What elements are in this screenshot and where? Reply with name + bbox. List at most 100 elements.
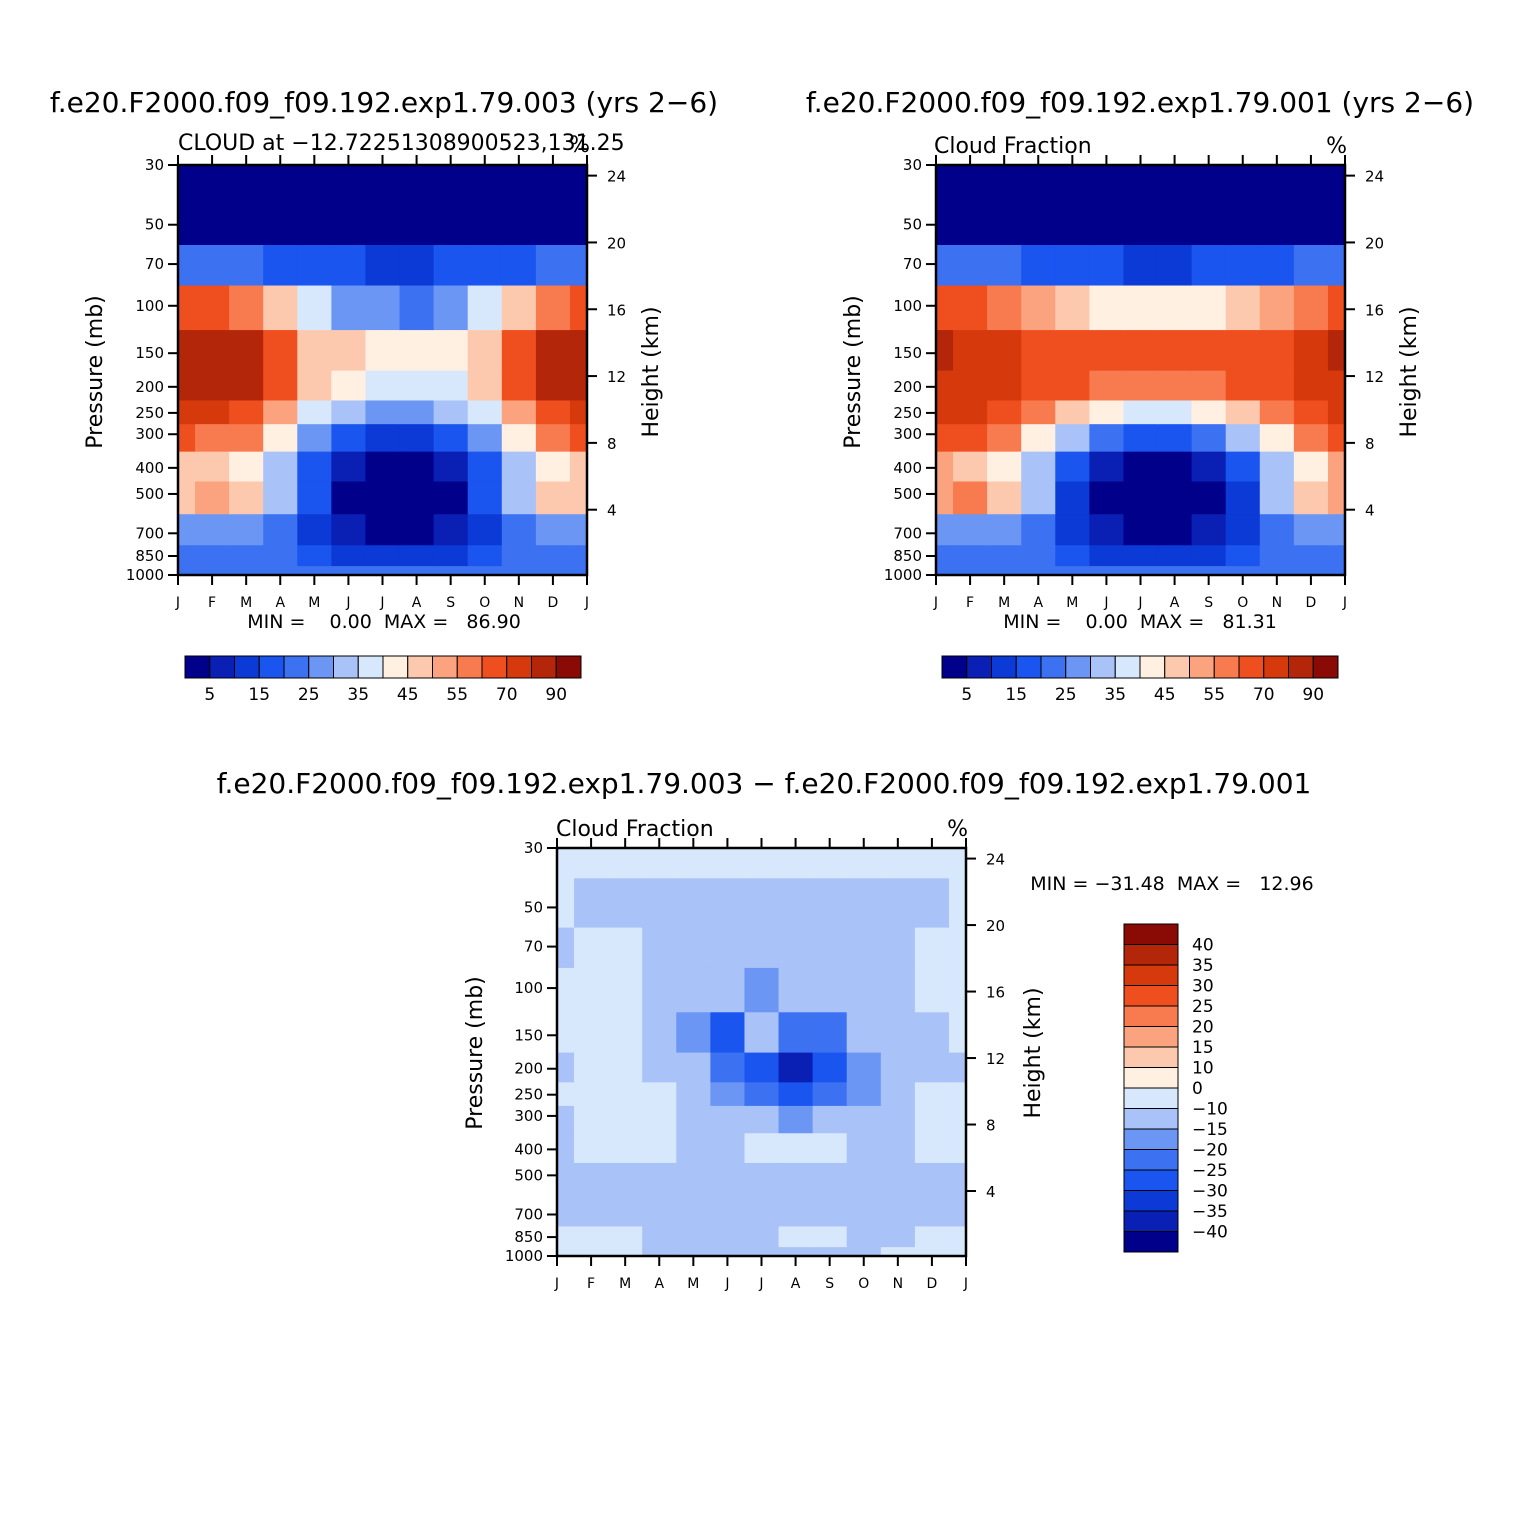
contour-cell (1089, 451, 1125, 482)
height-tick-label: 24 (986, 851, 1005, 869)
contour-cell (846, 1132, 882, 1163)
colorbar-swatch (506, 655, 532, 679)
y-axis-label-right: Height (km) (1397, 306, 1422, 437)
contour-cell (365, 329, 401, 371)
contour-cell (953, 370, 988, 401)
x-tick-label: D (927, 1276, 938, 1292)
contour-cell (676, 1225, 711, 1248)
contour-cell (778, 1052, 814, 1083)
contour-cell (574, 1162, 609, 1196)
colorbar-swatch (382, 655, 409, 679)
contour-cell (263, 451, 298, 482)
colorbar-swatch (1238, 655, 1265, 679)
y-tick-label: 70 (145, 255, 164, 273)
height-tick-label: 4 (986, 1183, 996, 1201)
contour-cell (642, 1011, 677, 1053)
contour-cell (297, 329, 332, 371)
contour-cell (948, 877, 967, 928)
contour-cell (642, 1052, 677, 1083)
colorbar-label: 45 (1154, 685, 1176, 705)
colorbar-swatch (1139, 655, 1166, 679)
contour-cell (1225, 544, 1261, 567)
contour-cell (1191, 284, 1227, 331)
colorbar-label: 40 (1192, 936, 1214, 956)
contour-cell (710, 1132, 746, 1163)
y-tick-label: 500 (893, 485, 922, 503)
contour-cell (1157, 513, 1193, 546)
contour-cell (229, 194, 264, 245)
contour-cell (263, 565, 298, 576)
contour-cell (1089, 244, 1125, 286)
contour-cell (501, 284, 537, 331)
contour-cell (1293, 513, 1329, 546)
contour-cell (676, 967, 711, 1013)
contour-cell (936, 194, 954, 245)
contour-cell (229, 399, 264, 425)
colorbar-swatch (1123, 1046, 1179, 1068)
contour-cell (710, 1246, 746, 1257)
contour-cell (178, 329, 196, 371)
contour-cell (936, 244, 954, 286)
contour-cell (778, 877, 814, 928)
contour-cell (744, 967, 780, 1013)
colorbar-swatch (1123, 1149, 1179, 1171)
contour-cell (399, 480, 435, 515)
contour-cell (467, 165, 503, 196)
x-tick-label: M (687, 1276, 699, 1292)
contour-cell (744, 1011, 780, 1053)
contour-cell (948, 967, 967, 1013)
contour-cell (557, 1162, 575, 1196)
contour-cell (710, 1162, 746, 1196)
contour-cell (812, 1052, 848, 1083)
contour-cell (812, 1011, 848, 1053)
contour-cell (331, 399, 367, 425)
contour-cell (501, 244, 537, 286)
colorbar-swatch (1263, 655, 1289, 679)
contour-cell (1225, 244, 1261, 286)
contour-cell (846, 1162, 882, 1196)
contour-cell (1123, 399, 1159, 425)
contour-cell (331, 480, 367, 515)
contour-cell (936, 544, 954, 567)
contour-cell (467, 244, 503, 286)
contour-cell (501, 544, 537, 567)
contour-cell (399, 329, 435, 371)
x-tick-label: A (275, 595, 285, 611)
contour-cell (263, 329, 298, 371)
contour-cell (1055, 284, 1090, 331)
colorbar-swatch (991, 655, 1017, 679)
colorbar-swatch (1123, 1067, 1179, 1089)
contour-cell (608, 927, 643, 968)
contour-cell (914, 1081, 950, 1106)
contour-cell (467, 194, 503, 245)
contour-cell (365, 399, 401, 425)
colorbar-swatch (357, 655, 384, 679)
contour-cell (195, 565, 230, 576)
contour-cell (195, 194, 230, 245)
contour-cell (676, 1011, 711, 1053)
contour-cell (1089, 399, 1125, 425)
contour-cell (574, 1105, 609, 1134)
contour-cell (608, 1246, 643, 1257)
contour-cell (778, 927, 814, 968)
x-tick-label: N (893, 1276, 903, 1292)
height-tick-label: 4 (607, 502, 617, 520)
colorbar-swatch (1065, 655, 1091, 679)
contour-cell (1327, 194, 1346, 245)
colorbar-label: 35 (347, 685, 369, 705)
x-tick-label: J (554, 1276, 559, 1292)
contour-cell (557, 927, 575, 968)
contour-cell (574, 1081, 609, 1106)
contour-cell (812, 848, 848, 879)
contour-cell (297, 194, 332, 245)
height-tick-label: 12 (1365, 368, 1384, 386)
contour-cell (557, 1132, 575, 1163)
x-tick-label: M (998, 595, 1010, 611)
contour-cell (263, 284, 298, 331)
contour-cell (953, 513, 988, 546)
contour-cell (642, 1246, 677, 1257)
contour-cell (535, 423, 571, 452)
contour-cell (433, 480, 469, 515)
x-tick-label: A (412, 595, 422, 611)
y-tick-label: 200 (514, 1060, 543, 1078)
